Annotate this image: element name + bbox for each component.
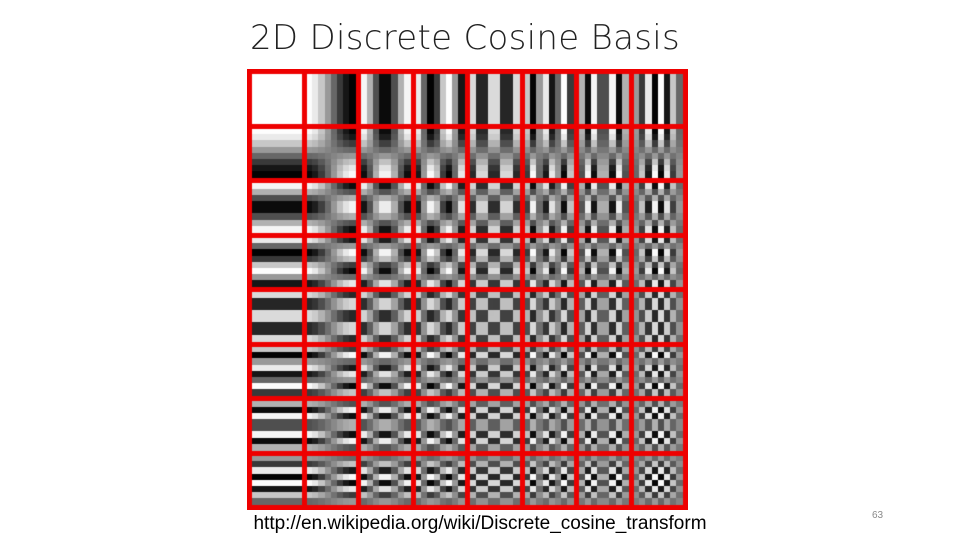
dct-basis-grid (247, 69, 688, 510)
slide-number: 63 (872, 510, 884, 521)
dct-basis-figure (247, 69, 688, 510)
slide-title: 2D Discrete Cosine Basis (249, 18, 680, 58)
source-url: http://en.wikipedia.org/wiki/Discrete_co… (253, 513, 707, 534)
